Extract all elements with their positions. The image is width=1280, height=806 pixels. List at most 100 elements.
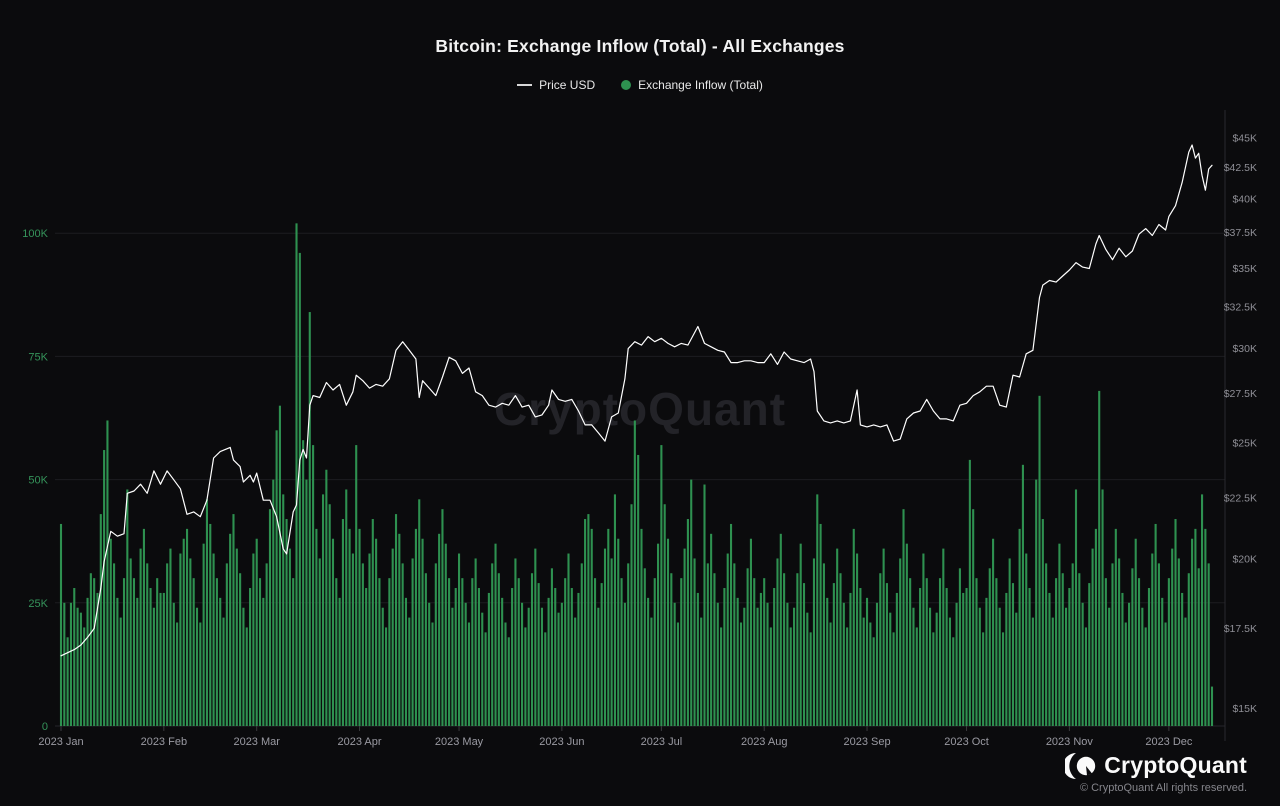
- inflow-bar: [438, 533, 441, 726]
- inflow-bar: [975, 578, 978, 726]
- inflow-bars: [59, 223, 1214, 726]
- inflow-bar: [663, 504, 666, 726]
- inflow-bar: [371, 519, 374, 726]
- inflow-bar: [507, 637, 510, 726]
- inflow-bar: [690, 479, 693, 726]
- inflow-bar: [504, 622, 507, 726]
- inflow-bar: [892, 632, 895, 726]
- inflow-bar: [1098, 390, 1101, 726]
- inflow-bar: [1031, 617, 1034, 726]
- inflow-bar: [494, 543, 497, 726]
- inflow-bar: [321, 494, 325, 726]
- inflow-bar: [852, 528, 855, 726]
- inflow-bar: [298, 252, 301, 726]
- inflow-bar: [345, 489, 348, 726]
- inflow-bar: [1094, 528, 1097, 726]
- inflow-bar: [1088, 583, 1091, 726]
- line-marker-icon: [517, 84, 533, 86]
- inflow-bar: [232, 514, 235, 726]
- x-tick-label: 2023 May: [435, 736, 484, 748]
- legend-item-price[interactable]: Price USD: [517, 78, 595, 92]
- inflow-bar: [527, 607, 530, 726]
- inflow-bar: [660, 445, 663, 726]
- left-tick-label: 75K: [28, 351, 48, 363]
- inflow-bar: [826, 597, 829, 726]
- inflow-bar: [129, 558, 132, 726]
- inflow-bar: [96, 592, 99, 726]
- inflow-bar: [394, 514, 398, 726]
- inflow-bar: [341, 519, 344, 726]
- inflow-bar: [822, 563, 825, 726]
- inflow-bar: [142, 528, 145, 726]
- inflow-bar: [922, 553, 925, 726]
- inflow-bar: [763, 578, 766, 726]
- inflow-bar: [739, 622, 743, 726]
- inflow-bar: [749, 538, 752, 726]
- right-tick-label: $20K: [1232, 554, 1257, 566]
- right-tick-label: $35K: [1232, 263, 1257, 275]
- brand-name: CryptoQuant: [1104, 752, 1247, 778]
- inflow-bar: [865, 597, 869, 726]
- inflow-bar: [574, 617, 577, 726]
- inflow-bar: [408, 617, 411, 726]
- inflow-bar: [590, 528, 593, 726]
- inflow-bar: [186, 528, 189, 726]
- inflow-bar: [474, 558, 477, 726]
- right-axis-labels: $15K $17.5K $20K $22.5K $25K $27.5K $30K $32.5K…: [1224, 133, 1257, 715]
- inflow-bar: [335, 578, 338, 726]
- inflow-bar: [603, 548, 607, 726]
- inflow-bar: [182, 538, 185, 726]
- inflow-bar: [501, 597, 504, 726]
- inflow-bar: [564, 578, 567, 726]
- x-tick-label: 2023 Nov: [1046, 736, 1094, 748]
- inflow-bar: [1157, 563, 1160, 726]
- inflow-bar: [875, 602, 879, 726]
- right-tick-label: $37.5K: [1224, 227, 1257, 239]
- inflow-bar: [544, 632, 547, 726]
- left-tick-label: 0: [42, 721, 48, 733]
- inflow-bar: [554, 588, 557, 726]
- inflow-bar: [925, 578, 928, 726]
- inflow-bar: [1051, 617, 1054, 726]
- inflow-bar: [295, 223, 298, 726]
- inflow-bar: [444, 543, 447, 726]
- inflow-bar: [756, 607, 759, 726]
- inflow-bar: [1128, 602, 1131, 726]
- inflow-bar: [713, 573, 716, 726]
- legend: Price USD Exchange Inflow (Total): [0, 78, 1280, 92]
- inflow-bar: [885, 583, 888, 726]
- inflow-bar: [391, 548, 394, 726]
- inflow-bar: [262, 597, 265, 726]
- inflow-bar: [497, 573, 500, 726]
- inflow-bar: [1121, 592, 1124, 726]
- inflow-bar: [424, 573, 427, 726]
- inflow-bar: [484, 632, 487, 726]
- dot-marker-icon: [621, 80, 632, 90]
- inflow-bar: [229, 533, 232, 726]
- inflow-bar: [637, 454, 640, 726]
- inflow-bar: [119, 617, 122, 726]
- inflow-bar: [122, 578, 126, 726]
- inflow-bar: [199, 622, 202, 726]
- inflow-bar: [1137, 578, 1141, 726]
- inflow-bar: [905, 543, 908, 726]
- inflow-bar: [786, 602, 789, 726]
- inflow-bar: [328, 504, 331, 726]
- inflow-bar: [809, 632, 812, 726]
- inflow-bar: [736, 597, 739, 726]
- inflow-bar: [1008, 558, 1011, 726]
- inflow-bar: [1141, 607, 1144, 726]
- inflow-bar: [152, 607, 155, 726]
- inflow-bar: [610, 558, 613, 726]
- inflow-bar: [557, 612, 560, 726]
- inflow-bar: [1124, 622, 1127, 726]
- inflow-bar: [514, 558, 517, 726]
- inflow-bar: [265, 563, 268, 726]
- inflow-bar: [169, 548, 172, 726]
- inflow-bar: [222, 617, 225, 726]
- inflow-bar: [146, 563, 149, 726]
- inflow-bar: [882, 548, 885, 726]
- inflow-bar: [451, 607, 454, 726]
- legend-item-inflow[interactable]: Exchange Inflow (Total): [621, 78, 763, 92]
